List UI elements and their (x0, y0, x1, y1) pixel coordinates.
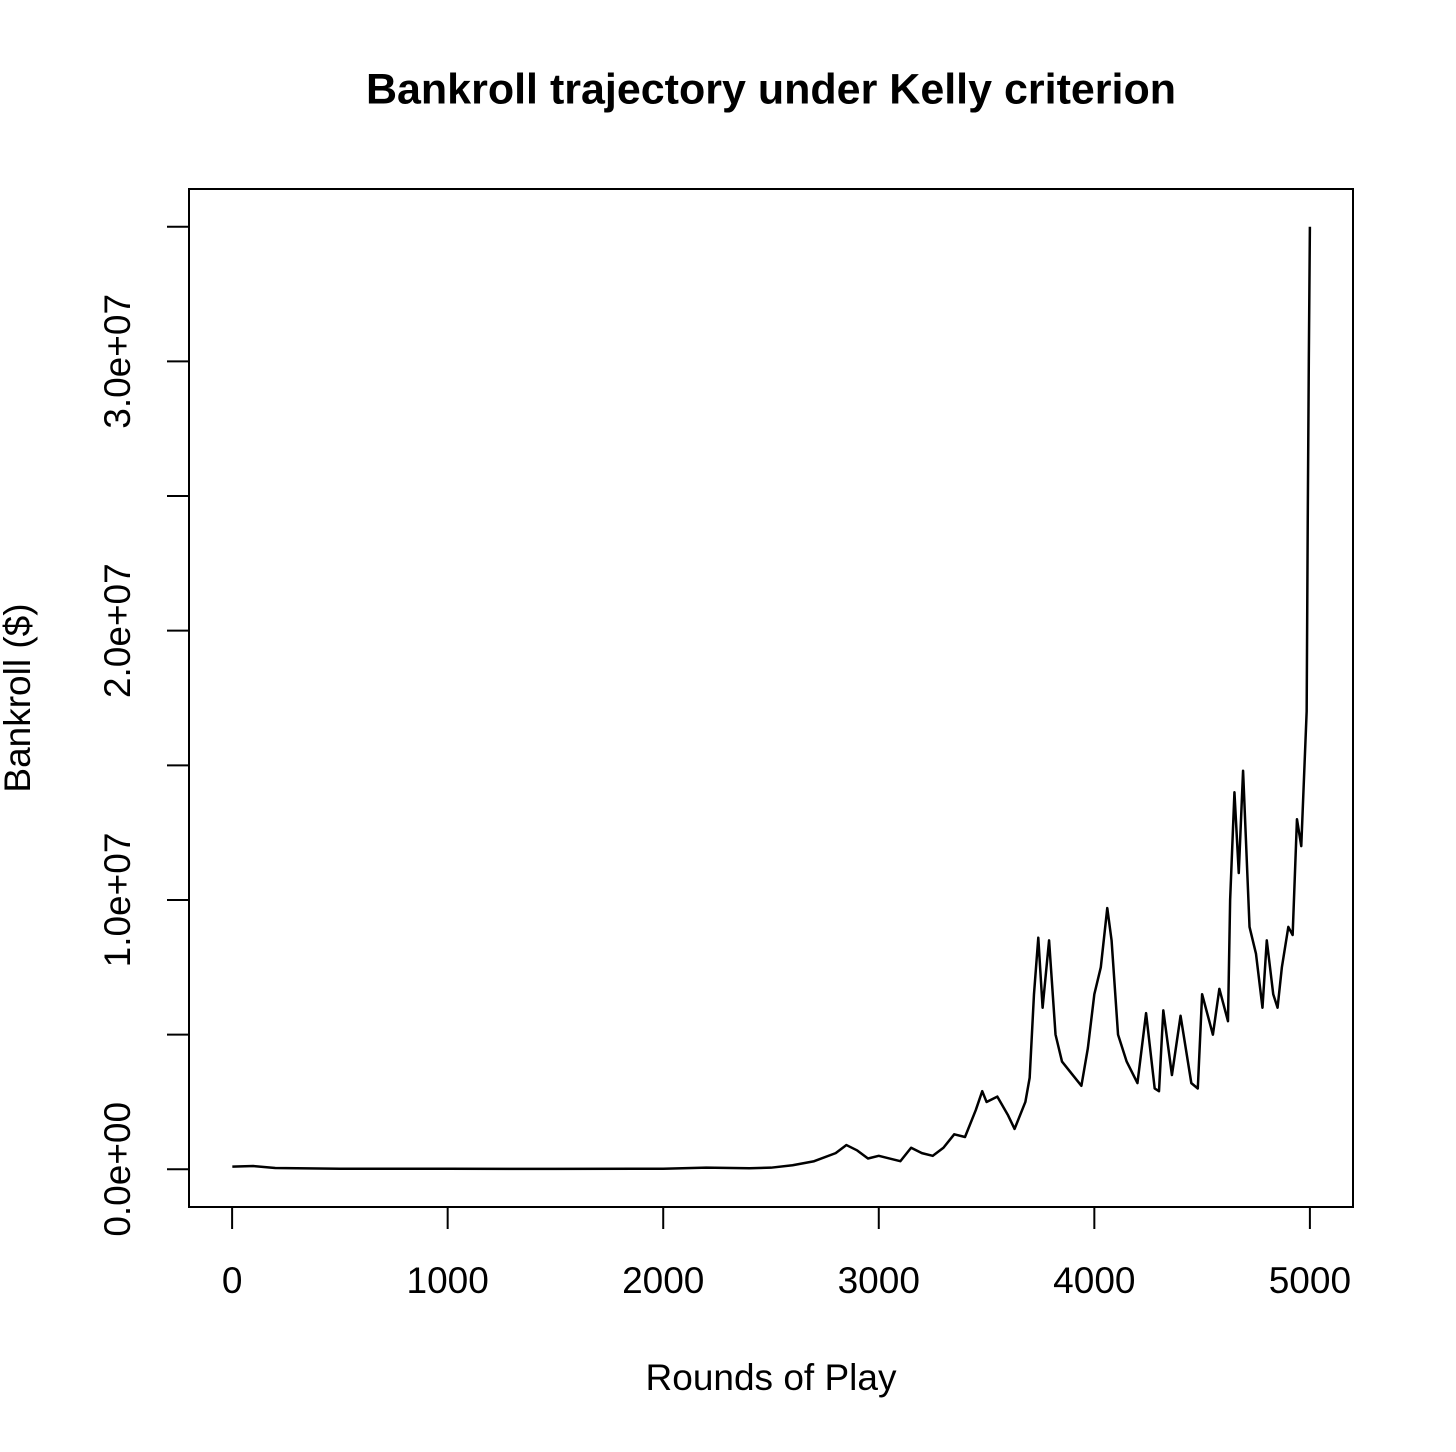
chart-title: Bankroll trajectory under Kelly criterio… (366, 65, 1176, 113)
x-axis-title: Rounds of Play (646, 1357, 897, 1398)
y-tick-label: 0.0e+00 (97, 1102, 138, 1237)
x-tick-label: 2000 (622, 1260, 704, 1301)
x-tick-label: 3000 (838, 1260, 920, 1301)
y-tick-label: 2.0e+07 (97, 563, 138, 698)
data-line (232, 226, 1312, 1171)
x-tick-label: 1000 (407, 1260, 489, 1301)
x-tick-label: 0 (222, 1260, 243, 1301)
x-tick-label: 5000 (1269, 1260, 1351, 1301)
y-tick-label: 1.0e+07 (97, 833, 138, 968)
y-tick-label: 3.0e+07 (97, 294, 138, 429)
y-axis-title: Bankroll ($) (0, 603, 38, 792)
x-tick-label: 4000 (1053, 1260, 1135, 1301)
plot-box (188, 188, 1354, 1208)
